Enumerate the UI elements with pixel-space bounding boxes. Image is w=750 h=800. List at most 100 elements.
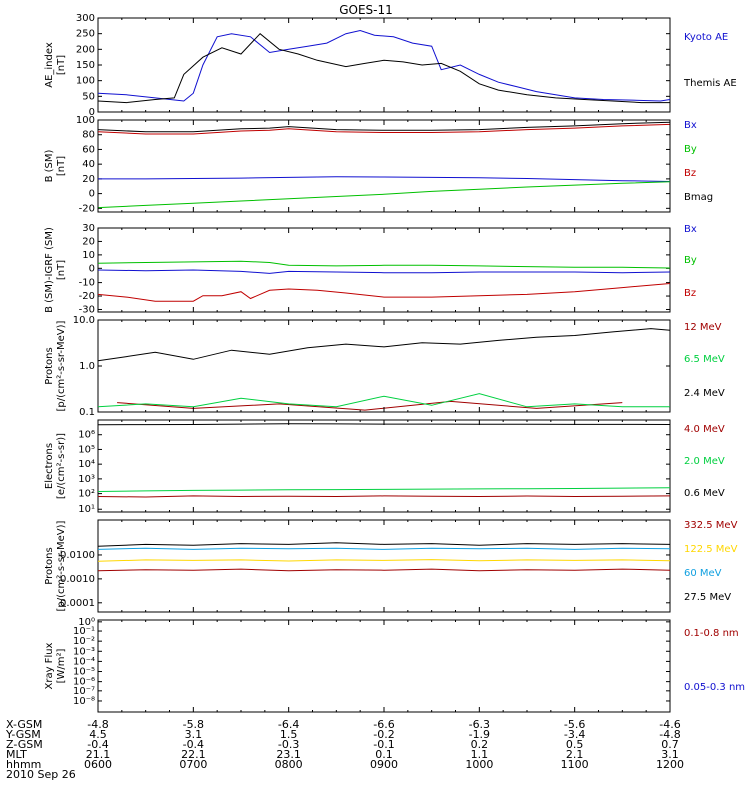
legend-entry: By (684, 255, 697, 266)
y-axis-label: Protons (44, 347, 55, 384)
axis-row-value: 21.1 (86, 748, 111, 761)
axis-row-value: 3.1 (185, 728, 203, 741)
axis-row-value: 1.5 (280, 728, 298, 741)
y-tick-label: 0.0001 (60, 598, 95, 609)
axis-row-value: 23.1 (276, 748, 301, 761)
legend-entry: 0.6 MeV (684, 488, 725, 499)
y-tick-label: 40 (82, 159, 95, 170)
legend-entry: By (684, 144, 697, 155)
y-tick-label: -20 (79, 291, 95, 302)
y-tick-label: 100 (76, 76, 95, 87)
y-tick-label: 10⁶ (78, 430, 95, 441)
y-tick-label: 0 (89, 189, 95, 200)
y-tick-label: 300 (76, 13, 95, 24)
legend-entry: 122.5 MeV (684, 544, 738, 555)
axis-row-value: 0.7 (661, 738, 679, 751)
axis-row-value: -4.8 (659, 728, 680, 741)
y-axis-label: B (SM) (44, 149, 55, 182)
y-axis-label: Protons (44, 547, 55, 584)
axis-row-value: -0.4 (87, 738, 108, 751)
axis-row-value: 3.1 (661, 748, 679, 761)
axis-row-value: 1100 (561, 758, 589, 771)
series-line (97, 559, 671, 562)
y-tick-label: 80 (82, 130, 95, 141)
series-line (97, 393, 670, 408)
y-axis-label: [W/m²] (56, 648, 67, 683)
y-tick-label: 0.0010 (60, 574, 95, 585)
y-tick-label: 0 (89, 263, 95, 274)
axis-row-value: 0900 (370, 758, 398, 771)
axis-row-value: 0.1 (375, 748, 393, 761)
series-line (98, 176, 671, 182)
y-tick-label: 10³ (78, 474, 95, 485)
y-tick-label: 1.0 (79, 361, 95, 372)
y-axis-label: [nT] (56, 55, 67, 75)
axis-row-value: -6.4 (278, 718, 299, 731)
axis-row-name: hhmm (6, 758, 41, 771)
y-tick-label: 50 (82, 91, 95, 102)
legend-entry: Bmag (684, 192, 713, 203)
panel-6: Protons [p/(cm²-s-sr-MeV)]0.0001 0.0010 0.0… (44, 519, 738, 613)
legend-entry: Kyoto AE (684, 32, 728, 43)
axis-row-value: 4.5 (89, 728, 107, 741)
plot-title: GOES-11 (339, 3, 393, 17)
axis-row-value: -0.4 (183, 738, 204, 751)
y-tick-label: 10⁻¹ (73, 626, 95, 637)
y-axis-label: [nT] (56, 156, 67, 176)
axis-row-name: MLT (6, 748, 27, 761)
series-line (97, 269, 671, 274)
series-line (97, 547, 671, 550)
legend-entry: Themis AE (683, 78, 737, 89)
axis-row-value: 22.1 (181, 748, 206, 761)
series-line (97, 260, 671, 269)
series-line (97, 542, 671, 547)
y-tick-label: 250 (76, 29, 95, 40)
panel-frame (97, 319, 671, 413)
y-tick-label: 30 (82, 223, 95, 234)
y-tick-label: 10 (82, 250, 95, 261)
y-axis-label: Xray Flux (44, 642, 55, 689)
panel-frame (97, 519, 671, 613)
axis-row-name: Z-GSM (6, 738, 43, 751)
y-axis-label: [e/(cm²-s-sr)] (56, 433, 67, 499)
y-axis-label: [p/(cm²-s-sr-MeV)] (56, 320, 67, 411)
y-tick-label: 0.0100 (60, 550, 95, 561)
axis-row-value: -6.3 (469, 718, 490, 731)
series-line (97, 495, 671, 498)
y-axis-label: AE_index (44, 42, 55, 88)
legend-entry: Bz (684, 168, 696, 179)
legend-entry: 2.4 MeV (684, 388, 725, 399)
y-tick-label: 20 (82, 174, 95, 185)
y-tick-label: 10.0 (73, 315, 95, 326)
y-tick-label: 10⁻⁶ (73, 677, 95, 688)
y-tick-label: 100 (76, 115, 95, 126)
axis-row-value: -5.8 (183, 718, 204, 731)
y-tick-label: 10⁰ (78, 617, 95, 628)
legend-entry: 2.0 MeV (684, 456, 725, 467)
date-label: 2010 Sep 26 (6, 768, 76, 781)
panel-3: B (SM)-IGRF (SM) [nT] -30 -20 -10 0 10 20 30 Bx By… (44, 223, 697, 315)
legend-entry: Bz (684, 288, 696, 299)
y-tick-label: 10¹ (78, 504, 95, 515)
y-tick-label: -30 (79, 304, 95, 315)
y-tick-label: 10⁻⁸ (73, 696, 95, 707)
axis-row-value: 2.1 (566, 748, 584, 761)
y-axis-label: B (SM)-IGRF (SM) (44, 227, 55, 313)
series-line (97, 487, 671, 492)
axis-row-value: 1000 (465, 758, 493, 771)
y-tick-label: 10⁻⁵ (73, 667, 95, 678)
y-tick-label: 200 (76, 44, 95, 55)
y-tick-label: 60 (82, 144, 95, 155)
y-tick-label: -20 (79, 203, 95, 214)
axis-row-value: 0600 (84, 758, 112, 771)
legend-entry: Bx (684, 120, 697, 131)
y-tick-label: 150 (76, 60, 95, 71)
legend-entry: 0.1-0.8 nm (684, 628, 739, 639)
axis-row-value: 0700 (179, 758, 207, 771)
legend-entry: 0.05-0.3 nm (684, 682, 745, 693)
y-tick-label: 10⁴ (78, 459, 95, 470)
panel-5: Electrons [e/(cm²-s-sr)] 10¹ 10² 10³ 10⁴ 10⁵ 10… (44, 419, 725, 515)
axis-row-value: -6.6 (373, 718, 394, 731)
axis-row-value: -4.8 (87, 718, 108, 731)
